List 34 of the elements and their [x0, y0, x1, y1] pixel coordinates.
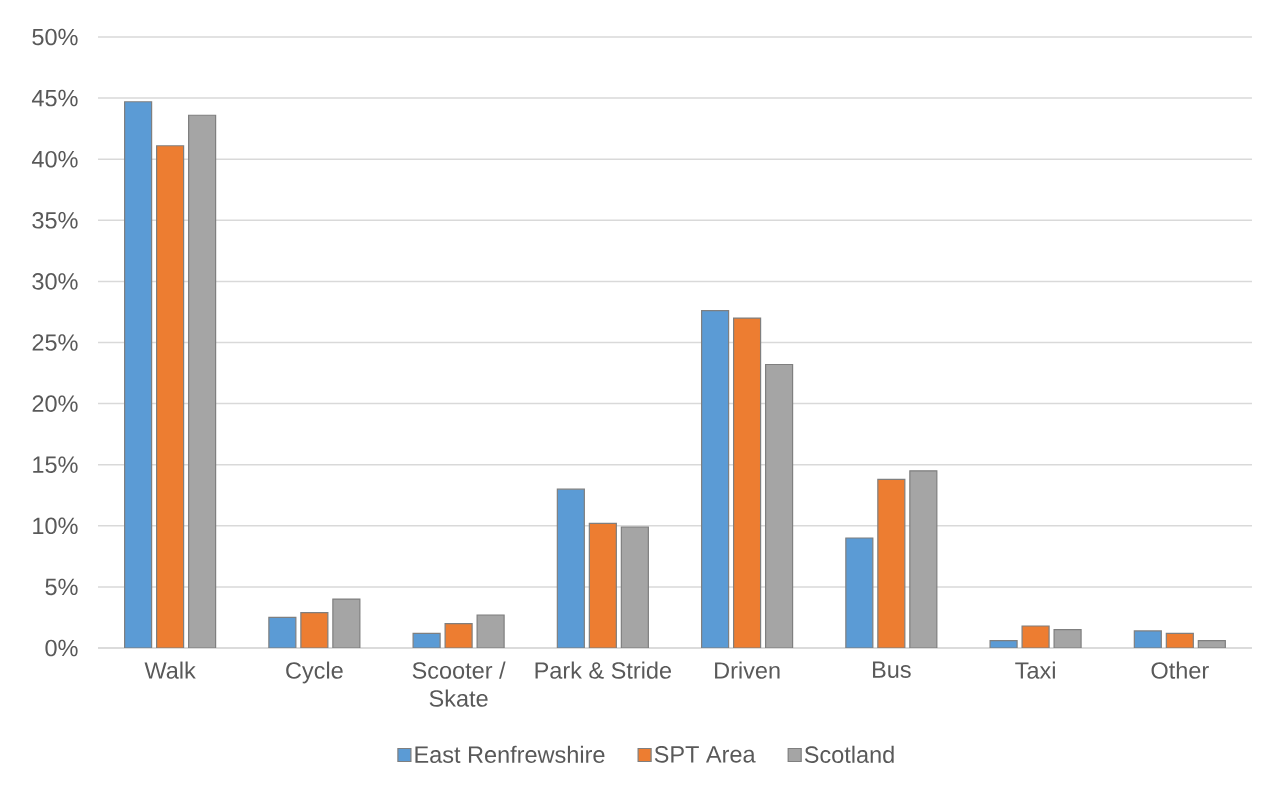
bar: [701, 310, 730, 648]
bar: [765, 363, 794, 648]
bar: [156, 145, 185, 648]
bar: [620, 526, 649, 648]
y-tick-label: 25%: [32, 334, 78, 351]
x-tick-label: Scooter / Skate: [412, 661, 506, 707]
bar: [188, 114, 217, 648]
x-tick-label: Cycle: [286, 661, 343, 684]
y-tick-label: 30%: [32, 273, 78, 290]
legend-label: SPT Area: [654, 746, 756, 763]
bar: [588, 522, 617, 648]
bar: [877, 478, 906, 648]
bar: [124, 101, 153, 648]
x-tick-label: Taxi: [1015, 661, 1055, 679]
legend-label: East Renfrewshire: [415, 745, 605, 763]
x-tick-label: Driven: [715, 661, 780, 679]
y-tick-label: 35%: [32, 211, 78, 229]
y-tick-label: 15%: [33, 456, 78, 473]
bar: [909, 470, 938, 648]
bar: [732, 317, 762, 648]
legend-label: Scotland: [804, 745, 894, 763]
y-tick-label: 10%: [33, 517, 78, 535]
y-tick-label: 5%: [45, 578, 78, 596]
bar: [845, 537, 874, 648]
y-tick-label: 50%: [32, 28, 78, 46]
y-tick-label: 20%: [32, 395, 78, 412]
x-tick-label: Walk: [144, 661, 196, 679]
y-tick-label: 45%: [31, 89, 78, 107]
x-tick-label: Other: [1151, 661, 1209, 679]
x-tick-label: Bus: [873, 661, 911, 678]
x-tick-label: Park & Stride: [535, 661, 672, 679]
y-tick-label: 0%: [45, 639, 78, 657]
y-tick-label: 40%: [31, 150, 78, 168]
bar: [556, 488, 585, 648]
